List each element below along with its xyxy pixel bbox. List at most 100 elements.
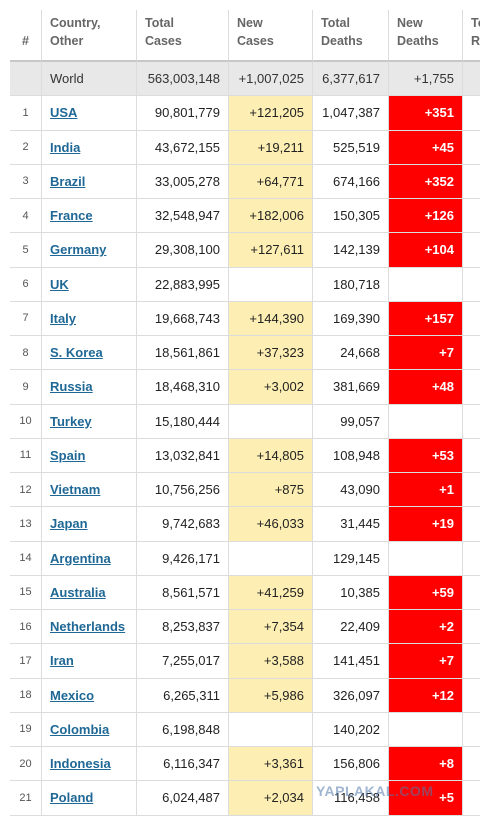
stat-value: 108,948 xyxy=(313,438,389,473)
stat-value: 18,561,861 xyxy=(137,336,229,371)
country-cell: Germany xyxy=(42,233,137,268)
row-number: 13 xyxy=(10,507,42,542)
country-link[interactable]: Japan xyxy=(50,516,88,532)
country-link[interactable]: Spain xyxy=(50,447,86,463)
stat-value xyxy=(229,267,313,302)
stat-value: 381,669 xyxy=(313,370,389,405)
stat-value: +7 xyxy=(389,336,463,371)
country-cell: France xyxy=(42,199,137,234)
country-link[interactable]: Netherlands xyxy=(50,619,126,635)
country-link[interactable]: Germany xyxy=(50,242,107,258)
row-number: 12 xyxy=(10,473,42,508)
stat-value xyxy=(463,302,480,336)
stat-value xyxy=(463,165,480,199)
country-link[interactable]: Russia xyxy=(50,379,93,395)
stat-value: 563,003,148 xyxy=(137,62,229,97)
country-link[interactable]: S. Korea xyxy=(50,345,103,361)
stat-value: 6,024,487 xyxy=(137,781,229,816)
stat-value: 99,057 xyxy=(313,404,389,439)
country-cell: Netherlands xyxy=(42,610,137,645)
country-link[interactable]: USA xyxy=(50,105,78,121)
row-number: 10 xyxy=(10,404,42,439)
stat-value: +875 xyxy=(229,473,313,508)
country-link[interactable]: UK xyxy=(50,276,69,292)
row-number: 9 xyxy=(10,370,42,405)
country-link[interactable]: Iran xyxy=(50,653,74,669)
country-cell: India xyxy=(42,130,137,165)
stat-value: 141,451 xyxy=(313,644,389,679)
country-cell: Vietnam xyxy=(42,473,137,508)
country-link[interactable]: Argentina xyxy=(50,550,111,566)
column-header[interactable]: Country, Other xyxy=(42,10,137,62)
stat-value xyxy=(463,713,480,747)
stat-value: +53 xyxy=(389,438,463,473)
country-link[interactable]: Mexico xyxy=(50,687,95,703)
stat-value: 525,519 xyxy=(313,130,389,165)
country-link[interactable]: Brazil xyxy=(50,173,86,189)
column-header[interactable]: New Deaths xyxy=(389,10,463,62)
stat-value xyxy=(463,507,480,542)
country-cell: Russia xyxy=(42,370,137,405)
row-number: 7 xyxy=(10,301,42,336)
stat-value: +5 xyxy=(389,781,463,816)
country-cell: Brazil xyxy=(42,164,137,199)
stat-value: +2 xyxy=(389,610,463,645)
stat-value xyxy=(463,644,480,679)
column-header[interactable]: Total Recovered xyxy=(463,10,480,62)
stat-value: 8,253,837 xyxy=(137,610,229,645)
country-cell: Poland xyxy=(42,781,137,816)
row-number: 16 xyxy=(10,610,42,645)
country-cell: Colombia xyxy=(42,712,137,747)
row-number: 20 xyxy=(10,747,42,782)
country-link[interactable]: Australia xyxy=(50,584,106,600)
stat-value: +41,259 xyxy=(229,575,313,610)
row-number: 1 xyxy=(10,96,42,131)
column-header[interactable]: Total Cases xyxy=(137,10,229,62)
stat-value: 29,308,100 xyxy=(137,233,229,268)
column-header[interactable]: Total Deaths xyxy=(313,10,389,62)
stat-value: 43,672,155 xyxy=(137,130,229,165)
stat-value: +1 xyxy=(389,473,463,508)
stat-value: 129,145 xyxy=(313,541,389,576)
country-link[interactable]: Indonesia xyxy=(50,756,111,772)
country-cell: Turkey xyxy=(42,404,137,439)
stat-value: 150,305 xyxy=(313,199,389,234)
country-link[interactable]: India xyxy=(50,139,81,155)
stat-value: 6,265,311 xyxy=(137,678,229,713)
stat-value xyxy=(389,712,463,747)
stat-value: 6,116,347 xyxy=(137,747,229,782)
row-number: 8 xyxy=(10,336,42,371)
country-link[interactable]: Vietnam xyxy=(50,482,101,498)
row-number: 21 xyxy=(10,781,42,816)
country-cell: Iran xyxy=(42,644,137,679)
stat-value: 31,445 xyxy=(313,507,389,542)
country-link[interactable]: Turkey xyxy=(50,413,92,429)
stat-value xyxy=(389,541,463,576)
row-number: 17 xyxy=(10,644,42,679)
stat-value xyxy=(463,62,480,97)
country-cell: Mexico xyxy=(42,678,137,713)
stat-value: 19,668,743 xyxy=(137,301,229,336)
stat-value xyxy=(463,576,480,610)
country-link[interactable]: Poland xyxy=(50,790,94,806)
stat-value: 8,561,571 xyxy=(137,575,229,610)
country-cell: S. Korea xyxy=(42,336,137,371)
stat-value: 140,202 xyxy=(313,712,389,747)
country-link[interactable]: France xyxy=(50,208,93,224)
stat-value: +104 xyxy=(389,233,463,268)
stat-value: +59 xyxy=(389,575,463,610)
row-number: 2 xyxy=(10,130,42,165)
stat-value: 32,548,947 xyxy=(137,199,229,234)
stat-value: +3,002 xyxy=(229,370,313,405)
stat-value xyxy=(389,404,463,439)
stat-value xyxy=(463,336,480,371)
stat-value xyxy=(229,404,313,439)
stat-value: 116,458 xyxy=(313,781,389,816)
country-cell: Australia xyxy=(42,575,137,610)
stat-value: +352 xyxy=(389,164,463,199)
column-header[interactable]: New Cases xyxy=(229,10,313,62)
row-number: 18 xyxy=(10,678,42,713)
country-link[interactable]: Colombia xyxy=(50,721,110,737)
country-cell: Indonesia xyxy=(42,747,137,782)
country-link[interactable]: Italy xyxy=(50,310,77,326)
